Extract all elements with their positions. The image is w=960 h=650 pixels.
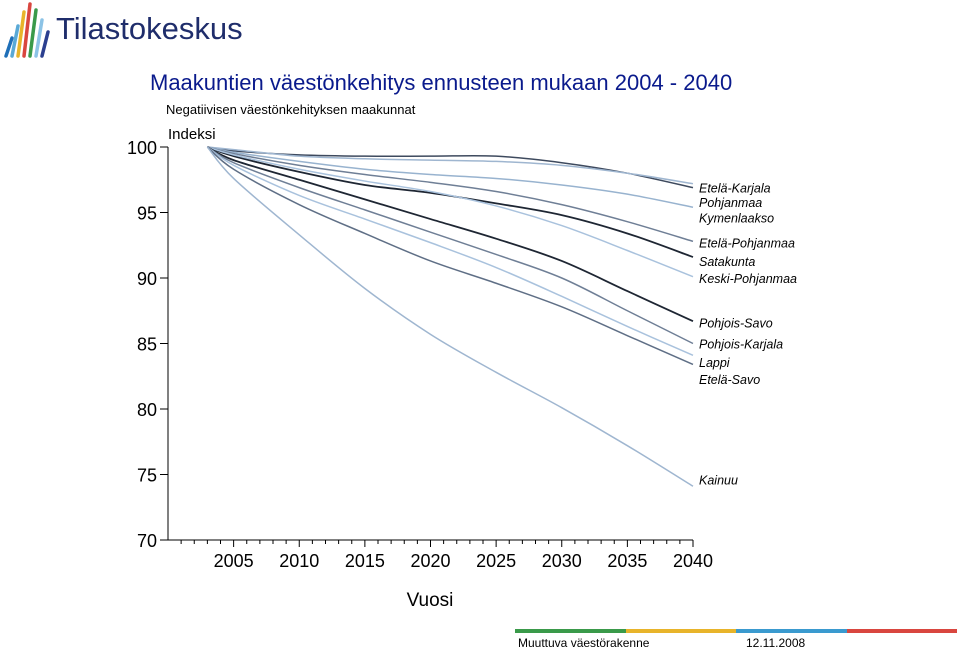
y-tick-label: 90 <box>137 269 157 289</box>
series-label-pohjanmaa: Pohjanmaa <box>699 196 762 210</box>
series-label-kainuu: Kainuu <box>699 474 738 488</box>
brand-name: Tilastokeskus <box>56 11 243 46</box>
x-tick-label: 2030 <box>542 551 582 571</box>
series-line-pohjanmaa <box>207 146 694 185</box>
y-tick-label: 100 <box>127 138 157 158</box>
x-tick-label: 2040 <box>673 551 713 571</box>
y-tick-label: 95 <box>137 204 157 224</box>
logo-stripe <box>16 10 26 58</box>
logo-stripe <box>4 36 14 58</box>
logo-stripe <box>10 24 20 58</box>
chart-subtitle: Negatiivisen väestönkehityksen maakunnat <box>166 102 416 117</box>
logo-stripe <box>34 18 44 58</box>
x-tick-label: 2035 <box>607 551 647 571</box>
y-tick-label: 70 <box>137 531 157 551</box>
footer-date: 12.11.2008 <box>746 636 806 650</box>
logo-stripe <box>28 8 38 58</box>
footer-bar-yellow <box>625 629 736 633</box>
series-label-lappi: Lappi <box>699 356 731 370</box>
x-tick-label: 2015 <box>345 551 385 571</box>
tilastokeskus-logo <box>4 2 50 58</box>
series-line-etel-savo <box>206 146 694 366</box>
footer-color-bar <box>515 629 957 633</box>
footer-bar-red <box>846 629 957 633</box>
footer-bar-green <box>515 629 626 633</box>
series-label-kymenlaakso: Kymenlaakso <box>699 212 774 226</box>
footer-presentation-title: Muuttuva väestörakenne <box>518 636 650 650</box>
series-line-satakunta <box>207 146 694 258</box>
x-tick-label: 2020 <box>410 551 450 571</box>
y-axis-label: Indeksi <box>168 126 216 143</box>
series-label-etel-karjala: Etelä-Karjala <box>699 182 771 196</box>
x-tick-label: 2025 <box>476 551 516 571</box>
logo-stripe <box>22 2 32 58</box>
y-tick-label: 85 <box>137 335 157 355</box>
chart-title: Maakuntien väestönkehitys ennusteen muka… <box>150 70 733 95</box>
x-tick-label: 2005 <box>214 551 254 571</box>
series-line-pohjois-karjala <box>206 146 694 345</box>
series-label-pohjois-savo: Pohjois-Savo <box>699 317 773 331</box>
y-tick-label: 80 <box>137 400 157 420</box>
series-line-pohjois-savo <box>206 146 694 323</box>
logo-stripe <box>40 30 50 58</box>
series-line-kymenlaakso <box>207 146 694 208</box>
series-label-satakunta: Satakunta <box>699 255 755 269</box>
series-label-keski-pohjanmaa: Keski-Pohjanmaa <box>699 272 797 286</box>
y-tick-label: 75 <box>137 466 157 486</box>
footer-bar-blue <box>736 629 847 633</box>
x-tick-label: 2010 <box>279 551 319 571</box>
series-label-etel-pohjanmaa: Etelä-Pohjanmaa <box>699 237 795 251</box>
series-line-keski-pohjanmaa <box>207 146 694 278</box>
series-label-pohjois-karjala: Pohjois-Karjala <box>699 338 783 352</box>
series-label-etel-savo: Etelä-Savo <box>699 373 760 387</box>
x-axis-label: Vuosi <box>407 590 454 611</box>
series-line-kainuu <box>206 146 694 487</box>
series-line-etel-pohjanmaa <box>207 146 694 243</box>
series-line-lappi <box>206 146 694 356</box>
